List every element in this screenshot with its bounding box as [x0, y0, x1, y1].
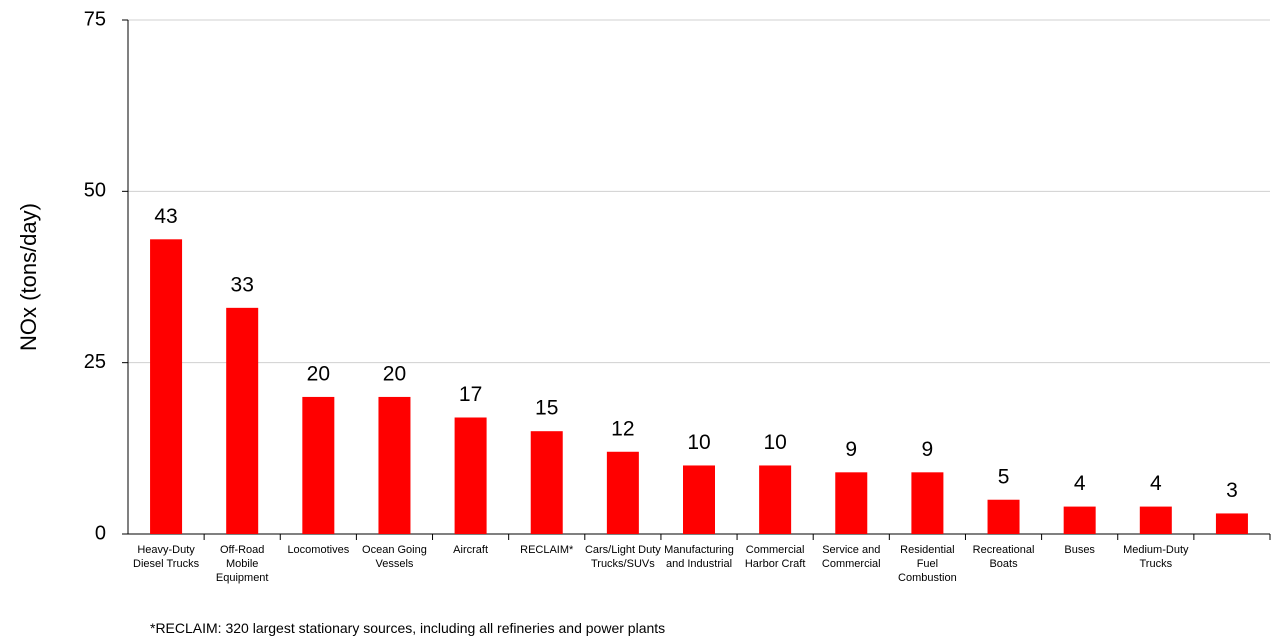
bar — [683, 465, 715, 534]
x-tick-label: Commercial Harbor Craft — [744, 544, 806, 570]
bar — [987, 499, 1020, 534]
bar — [302, 396, 335, 534]
value-label: 17 — [459, 383, 482, 406]
x-tick-label: Manufacturing and Industrial — [664, 544, 734, 570]
bar — [454, 417, 487, 534]
x-tick-label: Off-Road Mobile Equipment — [215, 544, 269, 584]
bar — [150, 239, 183, 534]
x-tick-label: Residential Fuel Combustion — [898, 544, 957, 584]
y-axis-label: NOx (tons/day) — [16, 203, 41, 351]
value-label: 15 — [535, 397, 558, 420]
x-tick-label: RECLAIM* — [520, 544, 574, 556]
bar — [378, 396, 411, 534]
value-label: 10 — [763, 431, 786, 454]
value-label: 5 — [998, 465, 1010, 488]
value-label: 4 — [1074, 472, 1086, 495]
value-label: 33 — [231, 273, 254, 296]
bar — [1063, 506, 1096, 534]
value-label: 20 — [307, 362, 330, 385]
value-label: 10 — [687, 431, 710, 454]
value-label: 9 — [845, 438, 857, 461]
value-label: 12 — [611, 417, 634, 440]
bar — [1139, 506, 1172, 534]
bar — [759, 465, 792, 534]
value-label: 4 — [1150, 472, 1162, 495]
bar — [530, 431, 563, 534]
y-tick-label: 25 — [84, 351, 106, 373]
y-tick-label: 0 — [95, 522, 106, 544]
x-tick-label: Locomotives — [287, 544, 350, 556]
value-label: 9 — [922, 438, 934, 461]
x-tick-label: Medium-Duty Trucks — [1123, 544, 1189, 570]
bar — [1215, 513, 1248, 534]
x-tick-label: Cars/Light Duty Trucks/SUVs — [584, 544, 661, 570]
y-tick-label: 75 — [84, 8, 106, 30]
bar — [911, 472, 944, 534]
x-tick-label: Buses — [1064, 544, 1095, 556]
bar — [226, 307, 259, 534]
footnote: *RECLAIM: 320 largest stationary sources… — [150, 620, 666, 636]
x-tick-label: Ocean Going Vessels — [362, 544, 427, 570]
x-tick-label: Heavy-Duty Diesel Trucks — [133, 544, 200, 570]
bar — [835, 472, 868, 534]
y-tick-label: 50 — [84, 180, 106, 202]
bar — [606, 451, 639, 534]
value-label: 3 — [1226, 479, 1238, 502]
x-tick-label: Service and Commercial — [821, 544, 881, 570]
x-tick-label: Recreational Boats — [972, 544, 1035, 570]
value-label: 20 — [383, 362, 406, 385]
value-label: 43 — [154, 205, 177, 228]
x-tick-label: Aircraft — [453, 544, 489, 556]
